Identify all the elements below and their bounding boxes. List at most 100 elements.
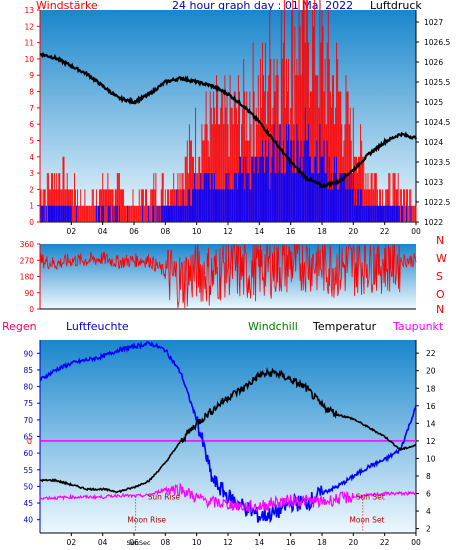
- time-tick-label: 02: [67, 538, 77, 547]
- pressure-tick-label: 1023: [424, 178, 443, 187]
- wind-tick-label: 8: [29, 88, 34, 97]
- temperature-label: Temperatur: [313, 320, 377, 333]
- time-tick-label: 12: [223, 227, 233, 236]
- humidity-tick-label: 50: [23, 482, 33, 491]
- sun-time-label: SunSec: [127, 539, 151, 547]
- time-tick-label: 04: [98, 227, 108, 236]
- temperature-tick-label: 8: [426, 472, 431, 481]
- time-tick-label: 16: [286, 538, 296, 547]
- pressure-tick-label: 1022.5: [424, 198, 450, 207]
- temp-plot-area: [40, 340, 416, 533]
- wind-tick-label: 4: [29, 153, 34, 162]
- humidity-tick-label: 70: [23, 416, 33, 425]
- time-tick-label: 22: [380, 227, 390, 236]
- temperature-tick-label: 16: [426, 402, 436, 411]
- rain-label: Regen: [2, 320, 37, 333]
- time-tick-label: 10: [192, 538, 202, 547]
- pressure-tick-label: 1024: [424, 138, 443, 147]
- direction-tick-label: 0: [29, 305, 34, 314]
- humidity-tick-label: 75: [23, 399, 33, 408]
- temperature-tick-label: 14: [426, 419, 436, 428]
- temperature-tick-label: 18: [426, 384, 436, 393]
- time-tick-label: 04: [98, 538, 108, 547]
- time-tick-label: 18: [317, 538, 327, 547]
- pressure-tick-label: 1025: [424, 98, 443, 107]
- time-tick-label: 22: [380, 538, 390, 547]
- wind-tick-label: 1: [29, 202, 34, 211]
- pressure-tick-label: 1026.5: [424, 38, 450, 47]
- time-tick-label: 08: [161, 538, 171, 547]
- direction-series: [39, 243, 417, 309]
- temperature-tick-label: 2: [426, 525, 431, 534]
- dewpoint-series: [39, 482, 417, 514]
- compass-label-n: N: [436, 234, 444, 247]
- time-tick-label: 14: [255, 227, 265, 236]
- temperature-tick-label: 20: [426, 367, 436, 376]
- compass-label-n: N: [436, 303, 444, 316]
- wind-tick-label: 10: [24, 55, 34, 64]
- wind-tick-label: 2: [29, 185, 34, 194]
- wind-tick-label: 12: [24, 22, 34, 31]
- humidity-tick-label: 60: [23, 449, 33, 458]
- direction-tick-label: 360: [20, 240, 35, 249]
- humidity-series: [39, 341, 417, 524]
- time-tick-label: 02: [67, 227, 77, 236]
- moonset-label: Moon Set: [349, 516, 384, 525]
- time-tick-label: 08: [161, 227, 171, 236]
- humidity-tick-label: 45: [23, 499, 33, 508]
- chart-title: 24 hour graph day : 01 Mai 2022: [172, 0, 354, 12]
- pressure-tick-label: 1025.5: [424, 78, 450, 87]
- direction-tick-label: 180: [20, 273, 35, 282]
- time-tick-label: 00: [411, 227, 421, 236]
- temperature-tick-label: 22: [426, 349, 436, 358]
- time-tick-label: 06: [129, 227, 139, 236]
- wind-tick-label: 6: [29, 120, 34, 129]
- time-tick-label: 20: [349, 538, 359, 547]
- pressure-tick-label: 1022: [424, 218, 443, 227]
- time-tick-label: 14: [255, 538, 265, 547]
- time-tick-label: 20: [349, 227, 359, 236]
- time-tick-label: 06: [129, 538, 139, 547]
- direction-tick-label: 90: [24, 289, 34, 298]
- humidity-tick-label: 85: [23, 366, 33, 375]
- pressure-label: Luftdruck: [370, 0, 422, 12]
- wind-tick-label: 9: [29, 71, 34, 80]
- temperature-tick-label: 12: [426, 437, 436, 446]
- humidity-tick-label: 55: [23, 466, 33, 475]
- pressure-tick-label: 1024.5: [424, 118, 450, 127]
- pressure-tick-label: 1023.5: [424, 158, 450, 167]
- humidity-label: Luftfeuchte: [66, 320, 129, 333]
- humidity-tick-label: 65: [23, 433, 33, 442]
- rain-zero-label: 0: [27, 437, 32, 446]
- wind-tick-label: 5: [29, 136, 34, 145]
- humidity-tick-label: 40: [23, 516, 33, 525]
- wind-tick-label: 11: [24, 39, 34, 48]
- humidity-tick-label: 80: [23, 383, 33, 392]
- wind-tick-label: 13: [24, 6, 34, 15]
- time-tick-label: 00: [411, 538, 421, 547]
- pressure-series: [39, 52, 418, 189]
- wind-tick-label: 7: [29, 104, 34, 113]
- time-tick-label: 18: [317, 227, 327, 236]
- time-tick-label: 12: [223, 538, 233, 547]
- temperature-tick-label: 4: [426, 507, 431, 516]
- moonrise-label: Moon Rise: [127, 516, 166, 525]
- compass-label-w: W: [436, 252, 447, 265]
- temperature-tick-label: 6: [426, 490, 431, 499]
- time-tick-label: 16: [286, 227, 296, 236]
- dewpoint-label: Taupunkt: [393, 320, 444, 333]
- sunrise-label: Sun Rise: [148, 492, 181, 501]
- pressure-tick-label: 1027: [424, 18, 443, 27]
- temperature-tick-label: 10: [426, 454, 436, 463]
- pressure-tick-label: 1026: [424, 58, 443, 67]
- windchill-label: Windchill: [248, 320, 298, 333]
- wind-label: Windstärke: [36, 0, 98, 12]
- wind-avg-series: [40, 107, 412, 222]
- compass-label-s: S: [436, 270, 443, 283]
- wind-tick-label: 3: [29, 169, 34, 178]
- direction-tick-label: 270: [20, 256, 35, 265]
- sunset-label: Sun Set: [356, 492, 385, 501]
- time-tick-label: 10: [192, 227, 202, 236]
- compass-label-o: O: [436, 288, 445, 301]
